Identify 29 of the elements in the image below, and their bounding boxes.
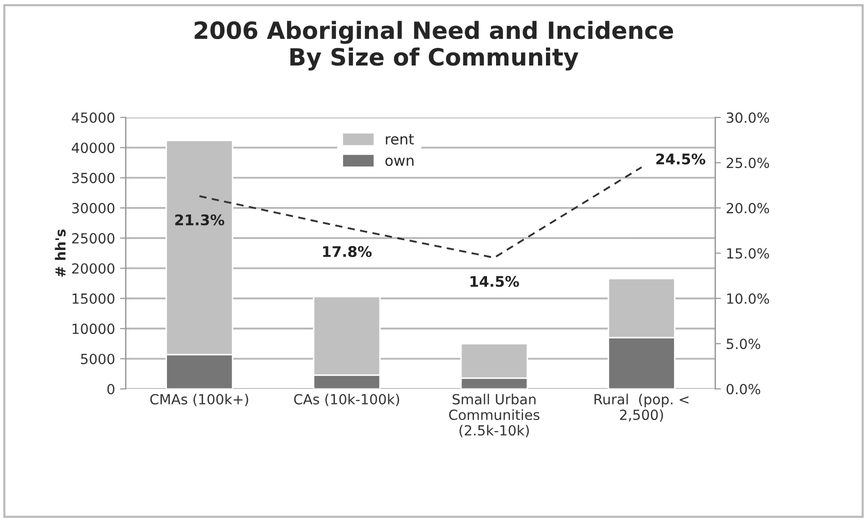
y-tick-label: 25000 [72,233,114,244]
legend-label: own [385,158,414,166]
data-label: 24.5% [656,153,706,164]
y-tick-label: 30000 [72,202,114,214]
x-tick-label: Rural (pop. < 2,500) [594,394,688,422]
data-label: 17.8% [323,246,372,258]
data-label: 14.5% [470,276,520,287]
y2-tick-label: 15.0% [727,248,770,259]
y-tick-label: 0 [107,384,114,394]
y2-tick-label: 0.0% [726,384,760,394]
y-tick-label: 45000 [72,112,114,123]
data-label: 21.3% [175,214,224,226]
y2-tick-label: 10.0% [727,293,770,304]
y2-tick-label: 20.0% [726,202,770,214]
chart-title: 2006 Aboriginal Need and Incidence By Size of Community [194,20,674,71]
x-tick-label: Small Urban Communities (2.5k-10k) [449,394,540,438]
y-tick-label: 15000 [72,293,114,304]
y-tick-label: 35000 [72,172,114,184]
y-tick-label: 5000 [81,354,114,364]
y-axis-title: # hh's [54,229,66,277]
x-tick-label: CMAs (100k+) [150,394,248,406]
y-tick-label: 40000 [72,142,114,154]
y2-tick-label: 25.0% [726,158,770,168]
y2-tick-label: 30.0% [726,112,770,123]
legend-label: rent [386,134,414,145]
y-tick-label: 20000 [72,263,114,274]
y-tick-label: 10000 [72,324,114,334]
y2-tick-label: 5.0% [726,338,760,350]
x-tick-label: CAs (10k-100k) [294,394,400,406]
